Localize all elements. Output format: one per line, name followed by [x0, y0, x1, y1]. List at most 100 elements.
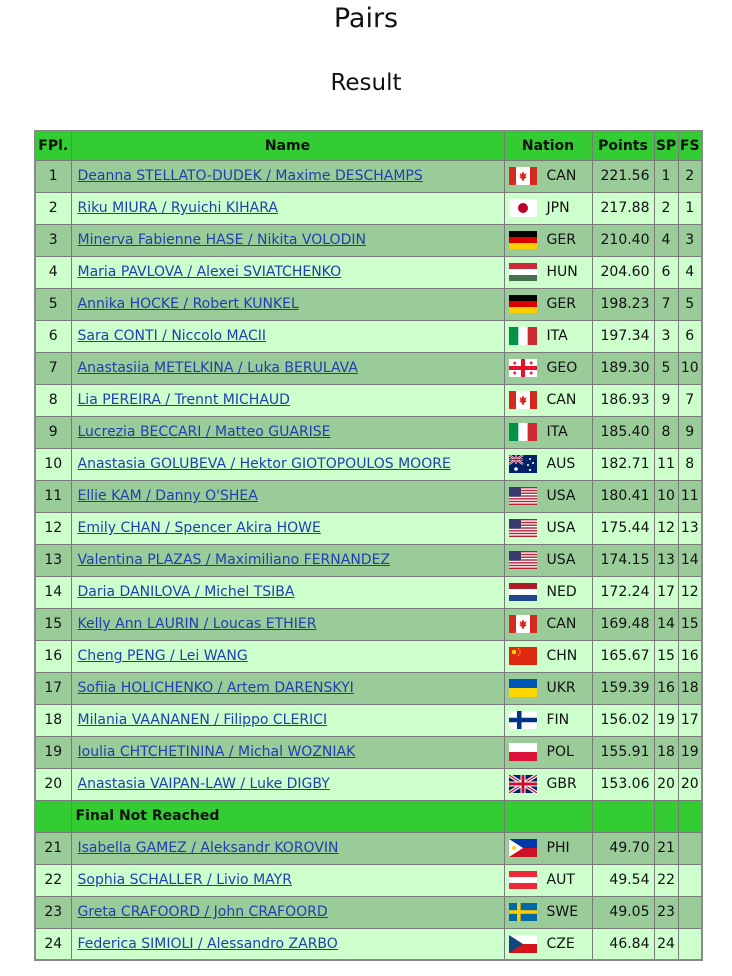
placement-cell: 17	[34, 671, 72, 705]
nation-cell: CAN	[503, 159, 593, 193]
section-spacer	[653, 799, 679, 833]
results-table: FPl. Name Nation Points SP FS 1 Deanna ST…	[34, 130, 703, 961]
fs-cell: 6	[677, 319, 703, 353]
points-cell: 174.15	[591, 543, 655, 577]
skater-name-link[interactable]: Greta CRAFOORD / John CRAFOORD	[77, 904, 328, 920]
points-cell: 159.39	[591, 671, 655, 705]
sp-cell: 4	[653, 223, 679, 257]
skater-name-link[interactable]: Isabella GAMEZ / Aleksandr KOROVIN	[77, 840, 339, 856]
skater-name-link[interactable]: Federica SIMIOLI / Alessandro ZARBO	[77, 935, 338, 952]
fs-cell: 15	[677, 607, 703, 641]
skater-name-link[interactable]: Annika HOCKE / Robert KUNKEL	[77, 296, 299, 312]
placement-cell: 8	[34, 383, 72, 417]
netherlands-flag-icon	[508, 583, 537, 601]
table-row: 13 Valentina PLAZAS / Maximiliano FERNAND…	[34, 543, 703, 577]
skater-name-link[interactable]: Sara CONTI / Niccolo MACII	[77, 328, 267, 344]
canada-flag-icon	[508, 391, 537, 409]
table-row: 5 Annika HOCKE / Robert KUNKEL GER 198.23 7 5	[34, 287, 703, 321]
name-cell: Lucrezia BECCARI / Matteo GUARISE	[70, 415, 505, 449]
skater-name-link[interactable]: Maria PAVLOVA / Alexei SVIATCHENKO	[77, 264, 342, 280]
nation-cell: CAN	[503, 607, 593, 641]
placement-cell: 12	[34, 511, 72, 545]
page-title: Pairs	[333, 3, 399, 34]
sp-cell: 7	[653, 287, 679, 321]
sp-cell: 16	[653, 671, 679, 705]
skater-name-link[interactable]: Emily CHAN / Spencer Akira HOWE	[77, 520, 321, 536]
nation-cell: CAN	[503, 383, 593, 417]
germany-flag-icon	[508, 231, 537, 249]
hungary-flag-icon	[508, 263, 537, 281]
skater-name-link[interactable]: Deanna STELLATO-DUDEK / Maxime DESCHAMPS	[77, 168, 423, 184]
col-header-fs: FS	[677, 130, 703, 161]
name-cell: Valentina PLAZAS / Maximiliano FERNANDEZ	[70, 543, 505, 577]
ukraine-flag-icon	[508, 679, 537, 697]
name-cell: Kelly Ann LAURIN / Loucas ETHIER	[70, 607, 505, 641]
skater-name-link[interactable]: Sofiia HOLICHENKO / Artem DARENSKYI	[77, 680, 354, 696]
skater-name-link[interactable]: Anastasiia METELKINA / Luka BERULAVA	[77, 360, 358, 376]
skater-name-link[interactable]: Lia PEREIRA / Trennt MICHAUD	[77, 392, 290, 408]
points-cell: 49.05	[591, 895, 655, 929]
table-row: 18 Milania VAANANEN / Filippo CLERICI FIN 1…	[34, 703, 703, 737]
table-row: 8 Lia PEREIRA / Trennt MICHAUD CAN 186.93 9 7	[34, 383, 703, 417]
skater-name-link[interactable]: Daria DANILOVA / Michel TSIBA	[77, 584, 295, 600]
skater-name-link[interactable]: Kelly Ann LAURIN / Loucas ETHIER	[77, 616, 317, 632]
nation-cell: PHI	[503, 831, 593, 865]
points-cell: 189.30	[591, 351, 655, 385]
nation-code: USA	[546, 520, 576, 536]
fs-cell	[677, 863, 703, 897]
points-cell: 204.60	[591, 255, 655, 289]
table-row: 20 Anastasia VAIPAN-LAW / Luke DIGBY GBR 15…	[34, 767, 703, 801]
sp-cell: 20	[653, 767, 679, 801]
skater-name-link[interactable]: Milania VAANANEN / Filippo CLERICI	[77, 712, 328, 728]
name-cell: Riku MIURA / Ryuichi KIHARA	[70, 191, 505, 225]
name-cell: Anastasia GOLUBEVA / Hektor GIOTOPOULOS …	[70, 447, 505, 481]
sp-cell: 21	[653, 831, 679, 865]
great-britain-flag-icon	[508, 775, 537, 793]
table-row: 6 Sara CONTI / Niccolo MACII ITA 197.34 3 6	[34, 319, 703, 353]
name-cell: Federica SIMIOLI / Alessandro ZARBO	[70, 927, 505, 961]
nation-code: NED	[546, 584, 577, 600]
skater-name-link[interactable]: Lucrezia BECCARI / Matteo GUARISE	[77, 424, 331, 440]
philippines-flag-icon	[508, 839, 537, 857]
skater-name-link[interactable]: Cheng PENG / Lei WANG	[77, 648, 248, 664]
sp-cell: 8	[653, 415, 679, 449]
section-row-final-not-reached: Final Not Reached	[34, 799, 703, 833]
skater-name-link[interactable]: Ioulia CHTCHETININA / Michal WOZNIAK	[77, 744, 356, 760]
fs-cell: 16	[677, 639, 703, 673]
fs-cell	[677, 895, 703, 929]
austria-flag-icon	[508, 871, 537, 889]
fs-cell: 18	[677, 671, 703, 705]
name-cell: Ioulia CHTCHETININA / Michal WOZNIAK	[70, 735, 505, 769]
nation-cell: GEO	[503, 351, 593, 385]
points-cell: 186.93	[591, 383, 655, 417]
sp-cell: 15	[653, 639, 679, 673]
table-row: 9 Lucrezia BECCARI / Matteo GUARISE ITA 185…	[34, 415, 703, 449]
table-row: 11 Ellie KAM / Danny O'SHEA USA 180.41 10 11	[34, 479, 703, 513]
skater-name-link[interactable]: Sophia SCHALLER / Livio MAYR	[77, 872, 292, 888]
skater-name-link[interactable]: Riku MIURA / Ryuichi KIHARA	[77, 200, 279, 216]
placement-cell: 24	[34, 927, 72, 961]
points-cell: 198.23	[591, 287, 655, 321]
table-row: 4 Maria PAVLOVA / Alexei SVIATCHENKO HUN 20…	[34, 255, 703, 289]
sp-cell: 14	[653, 607, 679, 641]
table-row: 12 Emily CHAN / Spencer Akira HOWE USA 175.…	[34, 511, 703, 545]
skater-name-link[interactable]: Valentina PLAZAS / Maximiliano FERNANDEZ	[77, 552, 391, 568]
skater-name-link[interactable]: Minerva Fabienne HASE / Nikita VOLODIN	[77, 232, 366, 248]
nation-code: CHN	[546, 648, 578, 664]
sp-cell: 5	[653, 351, 679, 385]
fs-cell: 8	[677, 447, 703, 481]
skater-name-link[interactable]: Ellie KAM / Danny O'SHEA	[77, 488, 258, 504]
fs-cell: 10	[677, 351, 703, 385]
nation-cell: ITA	[503, 319, 593, 353]
nation-cell: FIN	[503, 703, 593, 737]
points-cell: 221.56	[591, 159, 655, 193]
skater-name-link[interactable]: Anastasia GOLUBEVA / Hektor GIOTOPOULOS …	[77, 456, 451, 472]
nation-code: GER	[546, 232, 576, 248]
section-spacer	[34, 799, 72, 833]
placement-cell: 22	[34, 863, 72, 897]
japan-flag-icon	[508, 199, 537, 217]
placement-cell: 13	[34, 543, 72, 577]
table-row: 10 Anastasia GOLUBEVA / Hektor GIOTOPOULO…	[34, 447, 703, 481]
skater-name-link[interactable]: Anastasia VAIPAN-LAW / Luke DIGBY	[77, 776, 330, 792]
table-row: 1 Deanna STELLATO-DUDEK / Maxime DESCHAMP…	[34, 159, 703, 193]
